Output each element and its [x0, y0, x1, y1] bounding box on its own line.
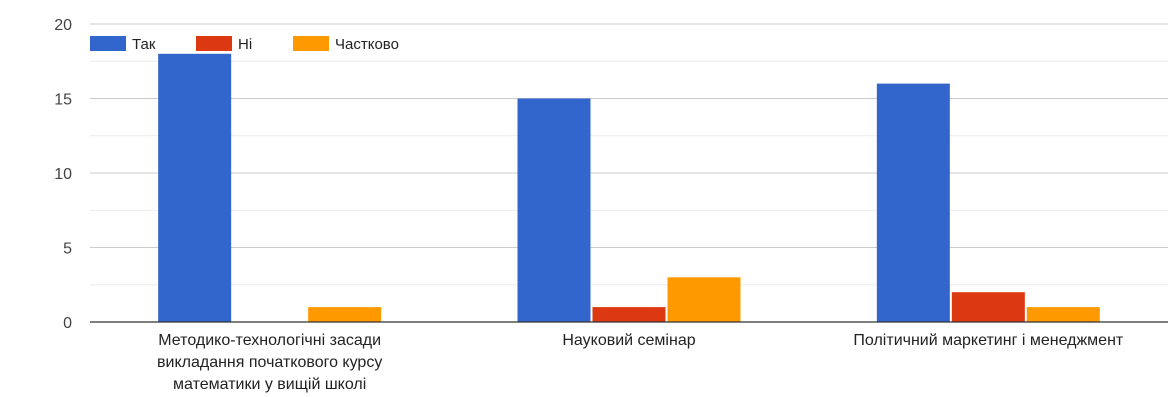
bar-1-cat-2	[517, 98, 591, 322]
bar-2-cat-2	[592, 307, 666, 322]
y-tick-label: 0	[63, 315, 72, 332]
legend-label: Частково	[335, 36, 399, 53]
x-category-label: Політичний маркетинг і менеджмент	[853, 332, 1123, 349]
y-tick-label: 20	[54, 17, 72, 34]
bar-1-cat-3	[876, 83, 950, 322]
bar-marks	[158, 53, 1100, 323]
grid-lines	[90, 23, 1168, 323]
axes: 0 5 10 15 20 Методико-технологічні засади викл…	[54, 17, 1168, 393]
legend-swatch	[196, 36, 232, 51]
bar-1-cat-1	[158, 53, 232, 323]
bar-3-cat-3	[1026, 307, 1100, 322]
legend-label: Ні	[238, 36, 252, 53]
y-tick-label: 5	[63, 241, 72, 258]
legend: Так Ні Частково	[90, 36, 399, 53]
bar-2-cat-3	[951, 292, 1025, 322]
x-category-label: Науковий семінар	[562, 332, 695, 349]
legend-swatch	[90, 36, 126, 51]
bar-3-cat-2	[667, 277, 741, 322]
y-tick-label: 10	[54, 166, 72, 183]
legend-swatch	[293, 36, 329, 51]
legend-label: Так	[132, 36, 156, 53]
x-category-label: Методико-технологічні засади викладання п…	[157, 332, 382, 393]
bar-3-cat-1	[308, 307, 382, 322]
y-tick-label: 15	[54, 92, 72, 109]
